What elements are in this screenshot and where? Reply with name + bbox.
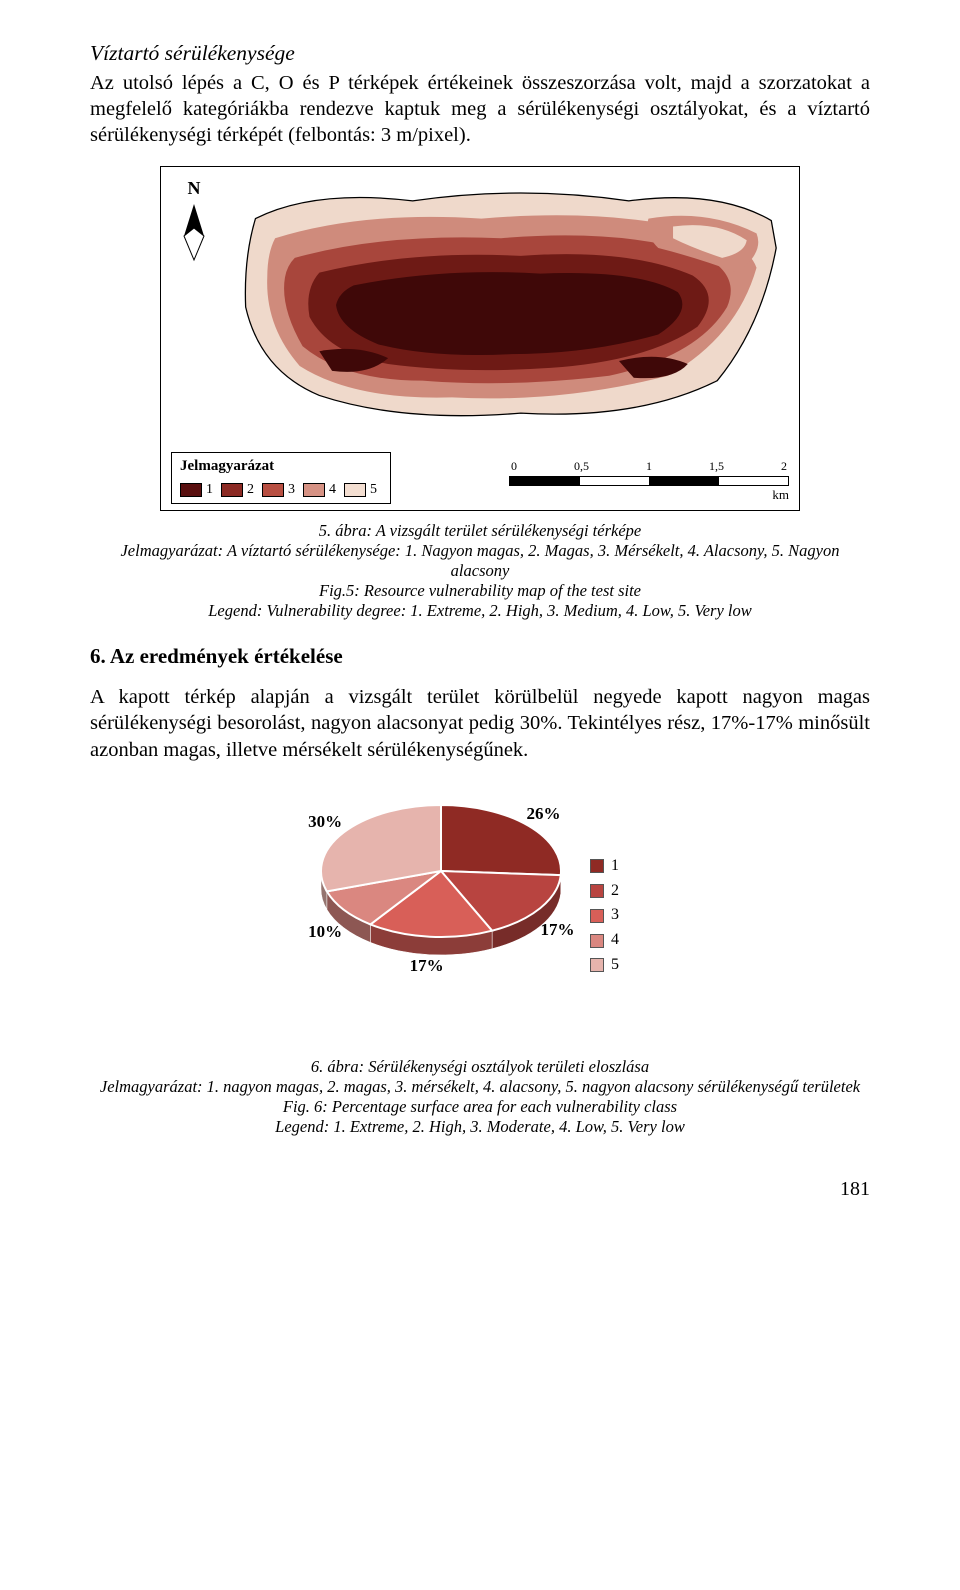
- legend-title: Jelmagyarázat: [180, 457, 382, 476]
- legend-label: 5: [370, 481, 377, 499]
- pie-legend-item: 2: [590, 879, 619, 904]
- legend-label: 3: [288, 481, 295, 499]
- scale-tick: 1: [646, 459, 652, 474]
- pie-legend-item: 5: [590, 953, 619, 978]
- legend-item: 4: [303, 481, 336, 499]
- subsection-title: Víztartó sérülékenysége: [90, 40, 870, 68]
- map-svg-wrap: [223, 177, 789, 444]
- pie-slice-label: 10%: [308, 921, 342, 943]
- figure-6: 26% 17% 17% 10% 30% 12345 6. ábra: Sérüléken…: [90, 785, 870, 1138]
- scale-segment: [510, 477, 580, 485]
- caption-line: 6. ábra: Sérülékenységi osztályok terüle…: [90, 1057, 870, 1077]
- scale-unit: km: [509, 487, 789, 504]
- pie-chart-wrap: 26% 17% 17% 10% 30%: [310, 785, 572, 1047]
- pie-legend-label: 5: [611, 953, 619, 978]
- figure-5: N Jelmagyarázat 1 2 3 4 5 0 0,5 1 1,5 2 km 5: [90, 166, 870, 621]
- pie-legend-item: 1: [590, 854, 619, 879]
- pie-legend-item: 4: [590, 928, 619, 953]
- pie-legend-label: 3: [611, 903, 619, 928]
- scale-tick: 0: [511, 459, 517, 474]
- pie-legend-swatch: [590, 884, 604, 898]
- scale-segment: [580, 477, 650, 485]
- north-label: N: [171, 177, 217, 200]
- intro-paragraph: Az utolsó lépés a C, O és P térképek ért…: [90, 70, 870, 149]
- legend-item: 3: [262, 481, 295, 499]
- scale-segment: [649, 477, 719, 485]
- scale-tick: 2: [781, 459, 787, 474]
- map-legend: Jelmagyarázat 1 2 3 4 5: [171, 452, 391, 503]
- legend-item: 1: [180, 481, 213, 499]
- pie-legend-label: 4: [611, 928, 619, 953]
- legend-swatch: [262, 483, 284, 497]
- figure-5-caption: 5. ábra: A vizsgált terület sérülékenysé…: [90, 521, 870, 622]
- pie-slice-label: 30%: [308, 811, 342, 833]
- legend-swatch: [221, 483, 243, 497]
- map-frame: N Jelmagyarázat 1 2 3 4 5 0 0,5 1 1,5 2 km: [160, 166, 800, 510]
- legend-item: 5: [344, 481, 377, 499]
- pie-legend: 12345: [590, 854, 619, 978]
- caption-line: Fig.5: Resource vulnerability map of the…: [90, 581, 870, 601]
- legend-label: 2: [247, 481, 254, 499]
- pie-legend-label: 2: [611, 879, 619, 904]
- caption-line: Legend: Vulnerability degree: 1. Extreme…: [90, 601, 870, 621]
- pie-legend-item: 3: [590, 903, 619, 928]
- legend-swatch: [344, 483, 366, 497]
- figure-6-caption: 6. ábra: Sérülékenységi osztályok terüle…: [90, 1057, 870, 1138]
- legend-label: 1: [206, 481, 213, 499]
- north-arrow: N: [171, 177, 217, 262]
- compass-icon: [177, 202, 211, 262]
- legend-item: 2: [221, 481, 254, 499]
- pie-legend-swatch: [590, 859, 604, 873]
- caption-line: Jelmagyarázat: A víztartó sérülékenysége…: [90, 541, 870, 581]
- caption-line: Jelmagyarázat: 1. nagyon magas, 2. magas…: [90, 1077, 870, 1097]
- section-6-heading: 6. Az eredmények értékelése: [90, 643, 870, 670]
- pie-legend-swatch: [590, 958, 604, 972]
- legend-swatch: [303, 483, 325, 497]
- pie-legend-label: 1: [611, 854, 619, 879]
- pie-legend-swatch: [590, 934, 604, 948]
- pie-slice-label: 26%: [527, 803, 561, 825]
- pie-slice-label: 17%: [410, 955, 444, 977]
- scale-tick: 1,5: [709, 459, 724, 474]
- scale-tick: 0,5: [574, 459, 589, 474]
- pie-legend-swatch: [590, 909, 604, 923]
- scale-bar: 0 0,5 1 1,5 2 km: [509, 459, 789, 504]
- caption-line: Legend: 1. Extreme, 2. High, 3. Moderate…: [90, 1117, 870, 1137]
- section-6-paragraph: A kapott térkép alapján a vizsgált terül…: [90, 684, 870, 763]
- pie-slice-label: 17%: [540, 919, 574, 941]
- vulnerability-map: [226, 177, 786, 437]
- caption-line: 5. ábra: A vizsgált terület sérülékenysé…: [90, 521, 870, 541]
- caption-line: Fig. 6: Percentage surface area for each…: [90, 1097, 870, 1117]
- scale-segment: [719, 477, 789, 485]
- page-number: 181: [90, 1177, 870, 1203]
- legend-label: 4: [329, 481, 336, 499]
- legend-swatch: [180, 483, 202, 497]
